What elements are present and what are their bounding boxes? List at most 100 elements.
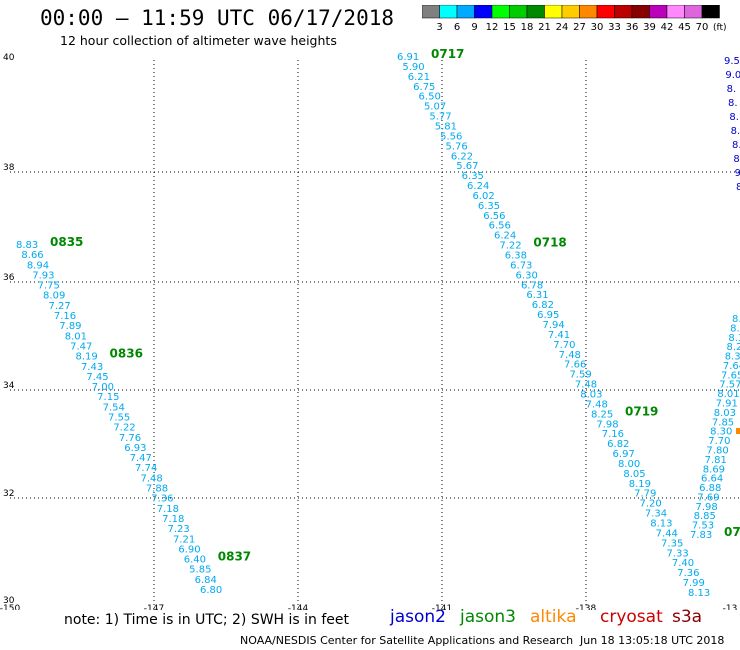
- wave-height-value: 7.18: [157, 504, 179, 515]
- y-tick-label: 34: [3, 381, 15, 391]
- pass-time-label: 0837: [218, 550, 251, 564]
- color-scale-label: 45: [678, 22, 691, 33]
- wave-height-value: 7.36: [151, 494, 173, 505]
- wave-height-value: 8.83: [16, 240, 38, 251]
- wave-height-value: 8.: [732, 314, 740, 325]
- color-scale-label: 15: [503, 22, 516, 33]
- wave-height-value: 7.98: [596, 419, 618, 430]
- wave-height-value: 5.90: [402, 62, 424, 73]
- wave-height-value: 7.20: [640, 499, 662, 510]
- wave-height-value: 7.15: [97, 392, 119, 403]
- wave-height-value: 7.43: [81, 362, 103, 373]
- wave-height-value: 7.44: [656, 528, 678, 539]
- wave-height-value: 8.: [733, 154, 740, 165]
- wave-height-value: 7.74: [135, 463, 157, 474]
- wave-height-value: 8.: [727, 84, 737, 95]
- wave-height-value: 8.09: [43, 291, 65, 302]
- x-tick-label: -141: [432, 604, 452, 610]
- wave-height-value: 7.89: [59, 321, 81, 332]
- wave-height-value: 6.56: [483, 211, 505, 222]
- color-scale-label: 9: [471, 22, 477, 33]
- wave-height-value: 6.82: [532, 300, 554, 311]
- wave-height-value: 6.21: [408, 72, 430, 83]
- wave-height-value: 5.56: [440, 131, 462, 142]
- credit-text: NOAA/NESDIS Center for Satellite Applica…: [240, 634, 574, 647]
- wave-height-value: 8.19: [76, 352, 98, 363]
- wave-height-value: 7.47: [130, 453, 152, 464]
- wave-height-value: 8.85: [694, 511, 716, 522]
- color-swatch: [701, 5, 720, 19]
- wave-height-value: 7.59: [569, 370, 591, 381]
- color-scale-label: 33: [608, 22, 621, 33]
- wave-height-value: 8.: [731, 126, 740, 137]
- color-scale-label: 21: [538, 22, 551, 33]
- wave-height-value: 7.64: [723, 361, 740, 372]
- wave-height-value: 6.35: [478, 201, 500, 212]
- wave-height-value: 7.23: [168, 524, 190, 535]
- wave-height-value: 7.57: [719, 380, 740, 391]
- wave-height-value: 8.2: [727, 342, 740, 353]
- wave-height-value: 8.03: [714, 408, 736, 419]
- wave-height-value: 6.75: [413, 82, 435, 93]
- color-scale-label: 42: [661, 22, 674, 33]
- wave-height-value: 7.75: [38, 281, 60, 292]
- wave-height-value: 9.0: [725, 70, 740, 81]
- wave-height-value: 7.47: [70, 341, 92, 352]
- wave-height-value: 8.: [729, 112, 739, 123]
- x-tick-label: -13: [723, 604, 738, 610]
- wave-height-value: 5.76: [446, 141, 468, 152]
- wave-height-value: 6.91: [397, 52, 419, 63]
- y-tick-label: 36: [3, 273, 15, 283]
- wave-height-value: 7.48: [575, 380, 597, 391]
- pass-time-label: 0718: [533, 236, 566, 250]
- wave-height-value: 7.80: [706, 445, 728, 456]
- wave-height-value: 8.13: [650, 519, 672, 530]
- satellite-legend-altika: altika: [530, 607, 577, 627]
- page-subtitle: 12 hour collection of altimeter wave hei…: [60, 33, 337, 48]
- wave-height-value: 7.18: [162, 514, 184, 525]
- x-tick-label: -147: [144, 604, 164, 610]
- y-tick-label: 38: [3, 163, 15, 173]
- wave-height-value: 7.48: [140, 473, 162, 484]
- color-scale-label: 39: [643, 22, 656, 33]
- wave-height-value: 5.81: [435, 121, 457, 132]
- wave-height-value: 6.22: [451, 151, 473, 162]
- pass-time-label: 0720: [724, 525, 740, 539]
- wave-height-value: 7.00: [92, 382, 114, 393]
- wave-height-value: 7.94: [543, 320, 565, 331]
- wave-height-value: 7.79: [634, 489, 656, 500]
- color-scale-label: 12: [486, 22, 499, 33]
- satellite-track: 8.838.668.947.937.758.097.277.167.898.01…: [16, 235, 251, 596]
- wave-height-value: 6.24: [494, 231, 516, 242]
- wave-height-value: 8.66: [21, 250, 43, 261]
- color-scale-label: 3: [436, 22, 442, 33]
- wave-height-value: 7.22: [499, 241, 521, 252]
- pass-time-label: 0717: [431, 47, 464, 61]
- wave-height-value: 5.85: [189, 565, 211, 576]
- wave-height-value: 6.64: [701, 474, 723, 485]
- wave-height-value: 7.48: [559, 350, 581, 361]
- wave-height-value: 7.16: [602, 429, 624, 440]
- wave-height-value: 6.84: [195, 575, 217, 586]
- wave-height-value: 7.55: [108, 413, 130, 424]
- wave-height-value: 8.25: [591, 409, 613, 420]
- color-scale-label: 70: [696, 22, 709, 33]
- wave-height-value: 8: [736, 182, 740, 193]
- color-scale-label: 18: [521, 22, 534, 33]
- color-scale-label: 30: [591, 22, 604, 33]
- wave-height-value: 7.98: [695, 502, 717, 513]
- wave-height-value: 8.34: [725, 352, 740, 363]
- pass-time-label: 0719: [625, 404, 658, 418]
- wave-height-value: 8.01: [65, 331, 87, 342]
- wave-height-value: 8.19: [629, 479, 651, 490]
- wave-height-value: 7.35: [661, 538, 683, 549]
- page-title: 00:00 – 11:59 UTC 06/17/2018: [40, 6, 395, 30]
- wave-height-value: 7.41: [548, 330, 570, 341]
- color-scale-legend: 3 6 9 12 15 18 21 24 27 30 33 36 39 42 45 70 (ft): [422, 5, 727, 33]
- x-tick-label: -150: [0, 604, 20, 610]
- wave-height-value: 6.73: [510, 260, 532, 271]
- wave-height-value: 7.81: [705, 455, 727, 466]
- wave-height-value: 6.78: [521, 280, 543, 291]
- wave-height-value: 7.16: [54, 311, 76, 322]
- pass-time-label: 0835: [50, 235, 83, 249]
